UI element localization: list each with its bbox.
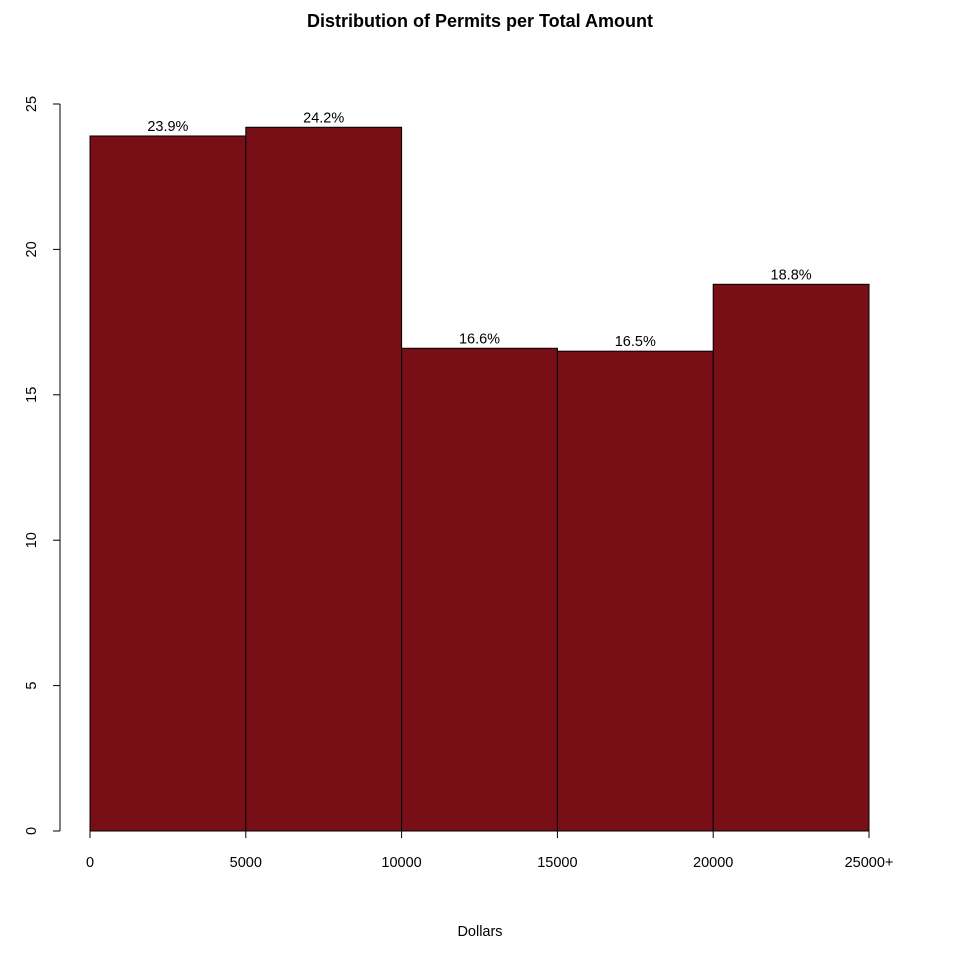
y-tick-label: 15 [24,387,40,403]
histogram-bar [712,283,870,832]
bar-value-label: 16.5% [615,334,656,350]
chart-title: Distribution of Permits per Total Amount [307,11,653,31]
x-tick-label: 20000 [693,855,733,871]
histogram-bar [556,350,714,832]
bar-value-label: 24.2% [303,110,344,126]
x-tick-label: 5000 [230,855,262,871]
x-tick-label: 10000 [381,855,421,871]
bar-value-label: 16.6% [459,331,500,347]
bar-value-label: 23.9% [147,119,188,135]
x-tick-label: 15000 [537,855,577,871]
bar-value-label: 18.8% [771,267,812,283]
y-tick-label: 5 [24,682,40,690]
y-axis: 0 5 10 15 20 25 [24,96,61,835]
y-tick-label: 0 [24,827,40,835]
histogram-bar [89,135,247,832]
y-tick-label: 20 [24,241,40,257]
histogram-bar [245,126,403,832]
y-tick-label: 25 [24,96,40,112]
histogram-bar [401,347,558,832]
x-axis: 0 5000 10000 15000 20000 25000+ [86,830,894,871]
bars-layer [89,126,870,832]
bar-labels-layer: 23.9% 24.2% 16.6% 16.5% 18.8% [147,110,811,350]
x-axis-label: Dollars [457,924,502,940]
x-tick-label: 0 [86,855,94,871]
x-tick-label: 25000+ [845,855,894,871]
y-tick-label: 10 [24,532,40,548]
